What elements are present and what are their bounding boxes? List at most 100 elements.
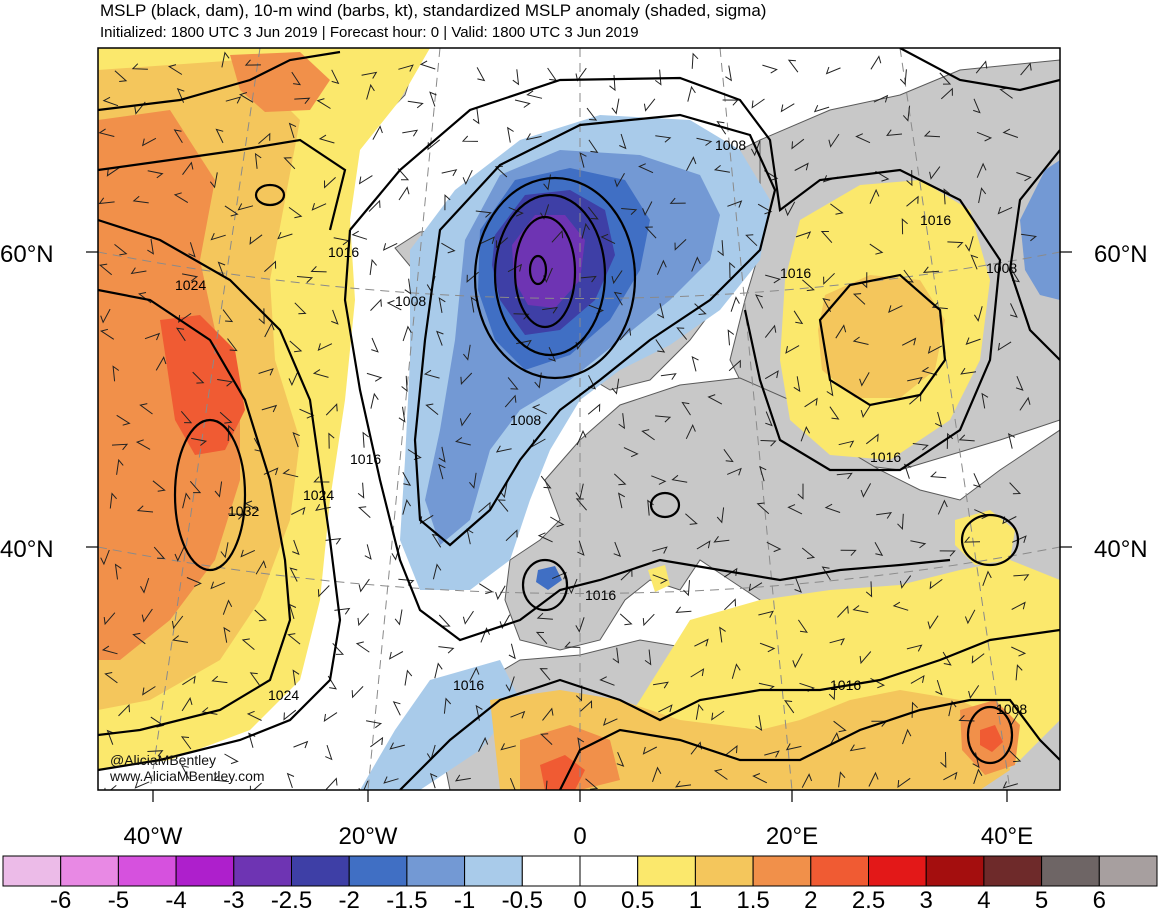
wind-barb	[580, 275, 597, 283]
wind-barb	[551, 571, 567, 580]
wind-barb	[370, 298, 382, 311]
wind-barb	[923, 130, 941, 138]
wind-barb	[112, 365, 120, 382]
wind-barb	[612, 647, 620, 664]
wind-barb	[973, 768, 983, 785]
wind-barb	[499, 614, 511, 630]
wind-barb	[579, 152, 587, 168]
wind-barb	[1011, 535, 1027, 543]
wind-barb	[189, 480, 202, 494]
wind-barb	[755, 715, 763, 732]
wind-barb	[859, 372, 870, 387]
wind-barb	[542, 306, 559, 314]
wind-barb	[942, 651, 952, 666]
wind-barb	[370, 392, 379, 409]
wind-barb	[217, 379, 234, 387]
wind-barb	[296, 276, 314, 283]
contour-1016-atlantic	[349, 76, 1002, 472]
wind-barb	[695, 703, 704, 720]
wind-barb	[536, 612, 553, 620]
colorbar-swatch	[233, 855, 293, 887]
wind-barb	[675, 780, 692, 788]
wind-barb	[357, 482, 365, 499]
wind-barb	[462, 610, 474, 625]
colorbar-label: 6	[1093, 887, 1106, 912]
wind-barb	[587, 403, 601, 415]
wind-barb	[241, 638, 255, 650]
wind-barb	[539, 668, 551, 681]
graticule-lon-40e	[899, 48, 1011, 790]
wind-barb	[505, 529, 518, 542]
anomaly-minus-far-east	[1020, 160, 1060, 300]
wind-barb	[531, 404, 547, 415]
wind-barb	[820, 231, 833, 244]
wind-barb	[764, 324, 777, 338]
anomaly-minus-2p5	[512, 215, 585, 308]
wind-barb	[537, 532, 553, 543]
wind-barb	[588, 139, 599, 153]
wind-barb	[508, 643, 516, 660]
wind-barb	[181, 696, 193, 712]
contour-label: 1008	[996, 701, 1027, 717]
contour-label: 1032	[228, 503, 259, 519]
wind-barb	[142, 686, 156, 696]
wind-barb	[750, 140, 761, 157]
wind-barb	[480, 236, 495, 245]
wind-barb	[619, 327, 632, 341]
wind-barb	[838, 440, 855, 448]
wind-barb	[870, 55, 882, 70]
wind-barb	[835, 324, 847, 339]
wind-barb	[829, 638, 845, 646]
wind-barb	[611, 270, 623, 285]
wind-barb	[618, 413, 626, 430]
wind-barb	[686, 156, 697, 171]
contour-1016-west	[343, 229, 951, 642]
wind-barb	[312, 369, 329, 378]
wind-barb	[147, 170, 164, 179]
contour-middle-east	[966, 705, 1014, 765]
wind-barb	[836, 472, 853, 480]
wind-barb	[366, 83, 375, 100]
wind-barb	[238, 92, 254, 103]
wind-barb	[939, 550, 956, 557]
contour-greenland	[98, 50, 341, 112]
wind-barb	[711, 710, 725, 721]
wind-barb	[147, 238, 154, 255]
wind-barb	[852, 336, 869, 345]
colorbar-swatch	[1041, 855, 1100, 887]
wind-barb	[691, 52, 699, 69]
wind-barb	[1007, 433, 1016, 449]
wind-barb	[575, 498, 587, 511]
wind-barb	[254, 152, 262, 169]
wind-barb	[514, 99, 531, 108]
wind-barb	[220, 542, 229, 559]
wind-barb	[792, 653, 803, 669]
wind-barb	[432, 563, 442, 580]
wind-barb	[258, 368, 274, 376]
colorbar-swatch	[521, 855, 581, 887]
wind-barbs	[98, 51, 1037, 790]
wind-barb	[438, 614, 451, 627]
wind-barb	[366, 372, 383, 382]
wind-barb	[175, 327, 186, 342]
wind-barb	[401, 375, 408, 392]
wind-barb	[141, 137, 157, 147]
wind-barb	[545, 780, 548, 790]
wind-barb	[613, 291, 623, 306]
wind-barb	[821, 566, 831, 581]
wind-barb	[507, 263, 523, 273]
contour-iberia	[521, 558, 569, 612]
wind-barb	[261, 404, 278, 413]
wind-barb	[860, 403, 872, 419]
wind-barb	[325, 403, 338, 416]
wind-barb	[728, 359, 741, 372]
contour-1008-north	[413, 113, 777, 547]
wind-barb	[948, 700, 957, 717]
map-frame	[97, 47, 1061, 791]
wind-barb	[762, 64, 778, 74]
wind-barb	[358, 175, 373, 185]
wind-barb	[505, 676, 515, 692]
wind-barb	[141, 608, 153, 623]
wind-barb	[1015, 376, 1024, 391]
